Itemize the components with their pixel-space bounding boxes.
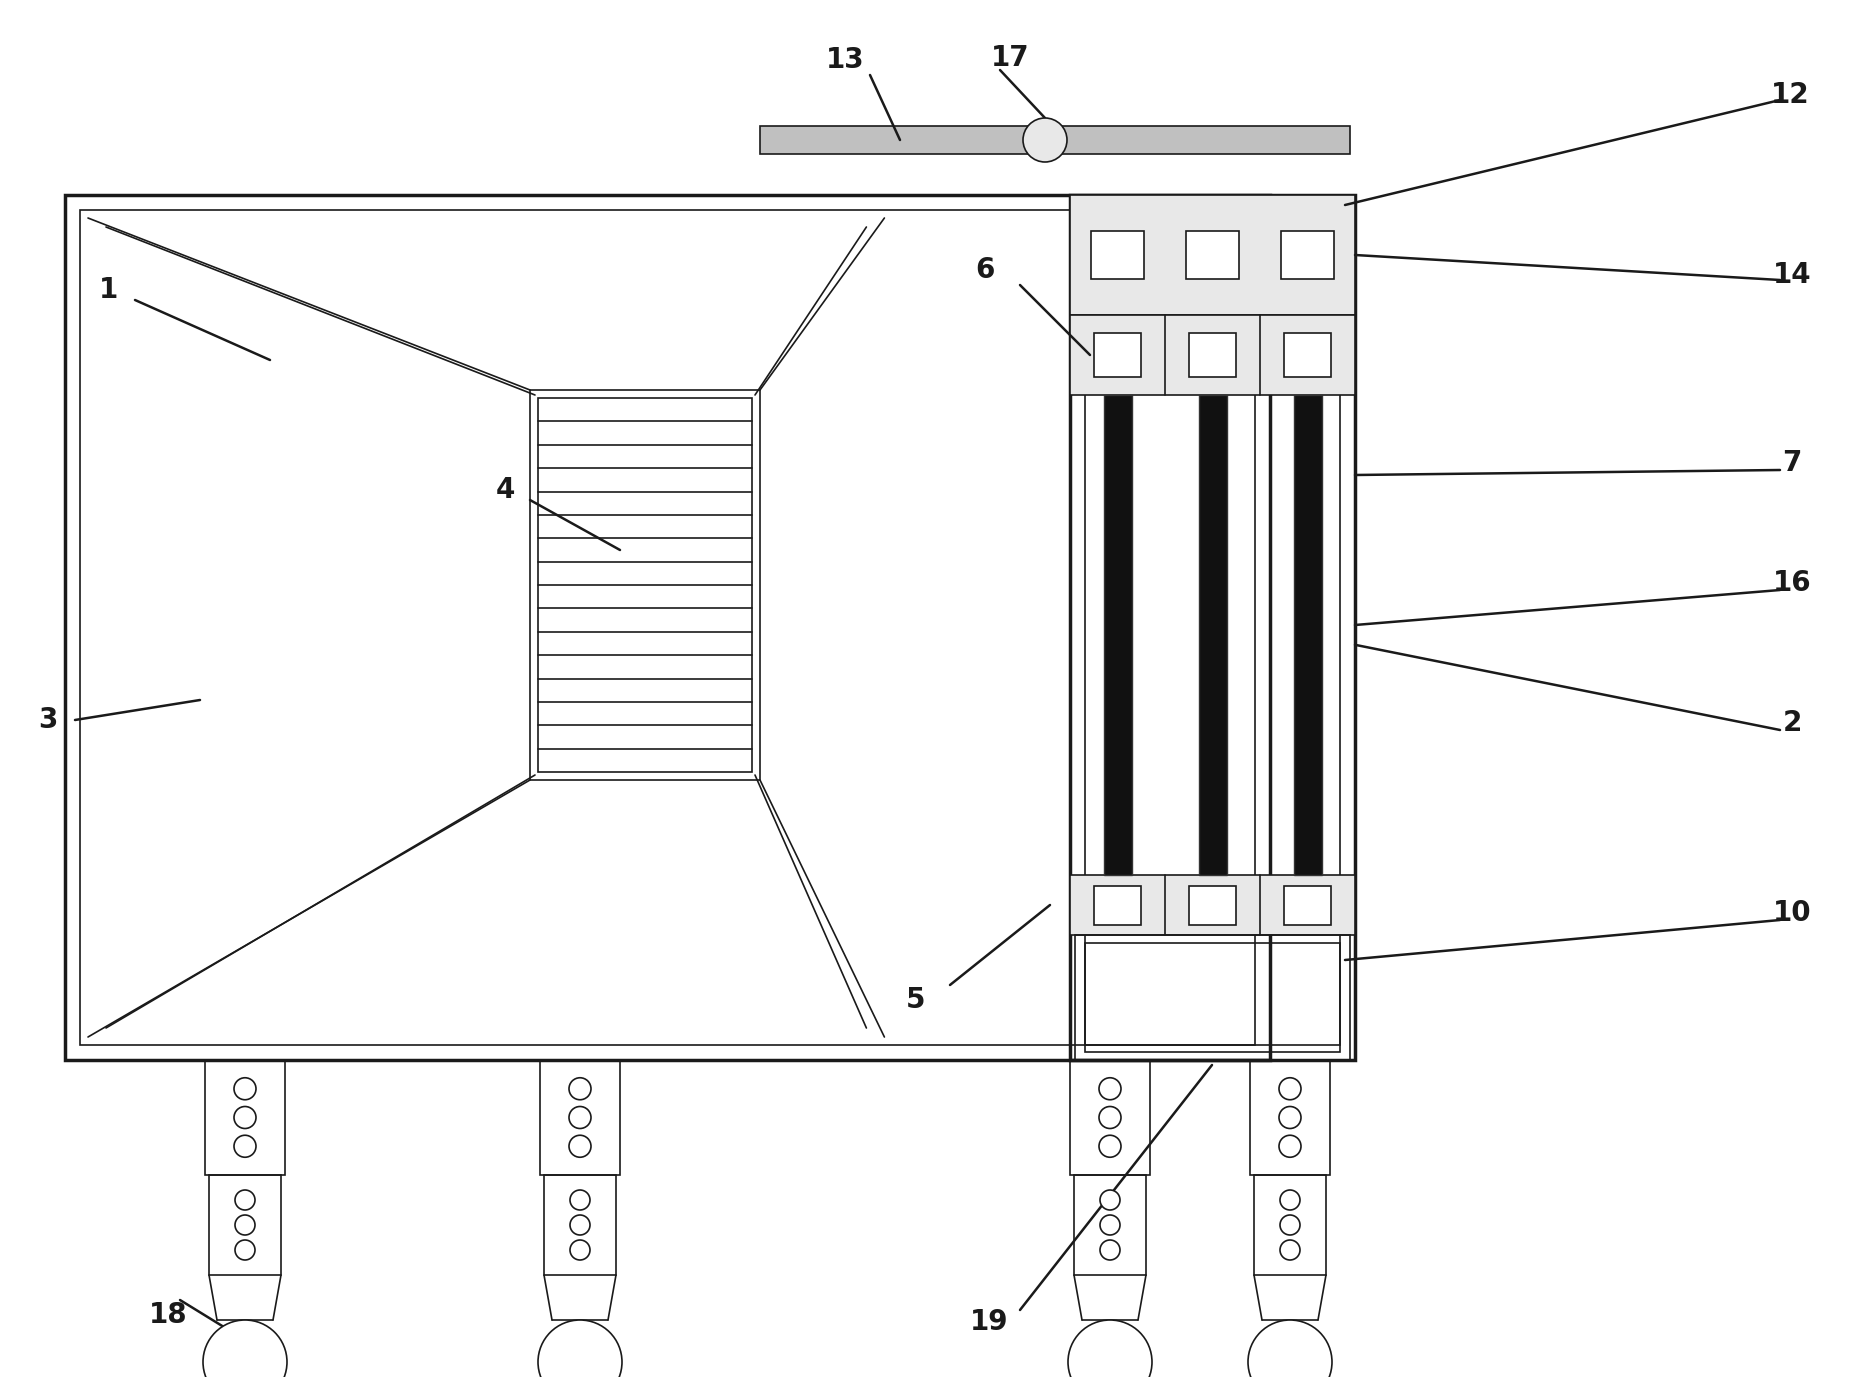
Circle shape	[1098, 1078, 1120, 1100]
Circle shape	[1280, 1215, 1300, 1235]
Bar	[1095, 885, 1141, 925]
Bar	[541, 1060, 620, 1175]
Bar	[1254, 1175, 1326, 1275]
Bar	[1085, 211, 1341, 1045]
Text: 10: 10	[1772, 899, 1811, 927]
Circle shape	[569, 1135, 591, 1157]
Circle shape	[569, 1107, 591, 1129]
Bar	[206, 1060, 285, 1175]
Circle shape	[1098, 1135, 1120, 1157]
Circle shape	[233, 1135, 256, 1157]
Circle shape	[1280, 1078, 1300, 1100]
Text: 18: 18	[148, 1301, 187, 1329]
Text: 1: 1	[98, 275, 119, 304]
Circle shape	[1280, 1107, 1300, 1129]
Text: 4: 4	[494, 476, 515, 504]
Circle shape	[1100, 1190, 1120, 1210]
Bar	[1074, 1175, 1146, 1275]
Text: 14: 14	[1772, 262, 1811, 289]
Bar	[1070, 1060, 1150, 1175]
Bar	[1091, 231, 1145, 280]
Bar	[1085, 943, 1341, 1052]
Text: 16: 16	[1772, 569, 1811, 598]
Circle shape	[233, 1078, 256, 1100]
Bar	[1283, 885, 1332, 925]
Bar	[209, 1175, 282, 1275]
Bar	[1250, 1060, 1330, 1175]
Circle shape	[235, 1241, 256, 1260]
Text: 3: 3	[39, 706, 57, 734]
Bar	[1070, 315, 1356, 395]
Circle shape	[570, 1241, 591, 1260]
Circle shape	[204, 1321, 287, 1377]
Text: 5: 5	[906, 986, 924, 1013]
Bar	[1070, 196, 1356, 315]
Circle shape	[570, 1215, 591, 1235]
Bar	[1293, 395, 1322, 874]
Circle shape	[1098, 1107, 1120, 1129]
Bar	[1189, 885, 1237, 925]
Bar	[1074, 935, 1350, 1060]
Bar	[1283, 333, 1332, 376]
Bar	[65, 196, 1270, 1060]
Circle shape	[1248, 1321, 1332, 1377]
Circle shape	[233, 1107, 256, 1129]
Text: 7: 7	[1782, 449, 1802, 476]
Circle shape	[235, 1215, 256, 1235]
Circle shape	[1280, 1190, 1300, 1210]
Bar	[1282, 231, 1333, 280]
Circle shape	[537, 1321, 622, 1377]
Bar	[1095, 333, 1141, 376]
Bar	[544, 1175, 617, 1275]
Bar	[1189, 333, 1237, 376]
Circle shape	[1280, 1135, 1300, 1157]
Circle shape	[1280, 1241, 1300, 1260]
Circle shape	[569, 1078, 591, 1100]
Text: 13: 13	[826, 45, 865, 74]
Circle shape	[1069, 1321, 1152, 1377]
Text: 12: 12	[1771, 81, 1809, 109]
Bar	[1187, 231, 1239, 280]
Circle shape	[235, 1190, 256, 1210]
Circle shape	[570, 1190, 591, 1210]
Bar	[80, 211, 1256, 1045]
Text: 2: 2	[1782, 709, 1802, 737]
Bar	[759, 127, 1350, 154]
Bar	[1104, 395, 1132, 874]
Text: 6: 6	[976, 256, 995, 284]
Circle shape	[1100, 1241, 1120, 1260]
Bar	[1070, 874, 1356, 935]
Bar	[537, 398, 752, 772]
Circle shape	[1100, 1215, 1120, 1235]
Circle shape	[1022, 118, 1067, 162]
Bar	[1198, 395, 1226, 874]
Bar	[1070, 196, 1356, 1060]
Text: 17: 17	[991, 44, 1030, 72]
Bar	[530, 390, 759, 779]
Text: 19: 19	[969, 1308, 1007, 1336]
